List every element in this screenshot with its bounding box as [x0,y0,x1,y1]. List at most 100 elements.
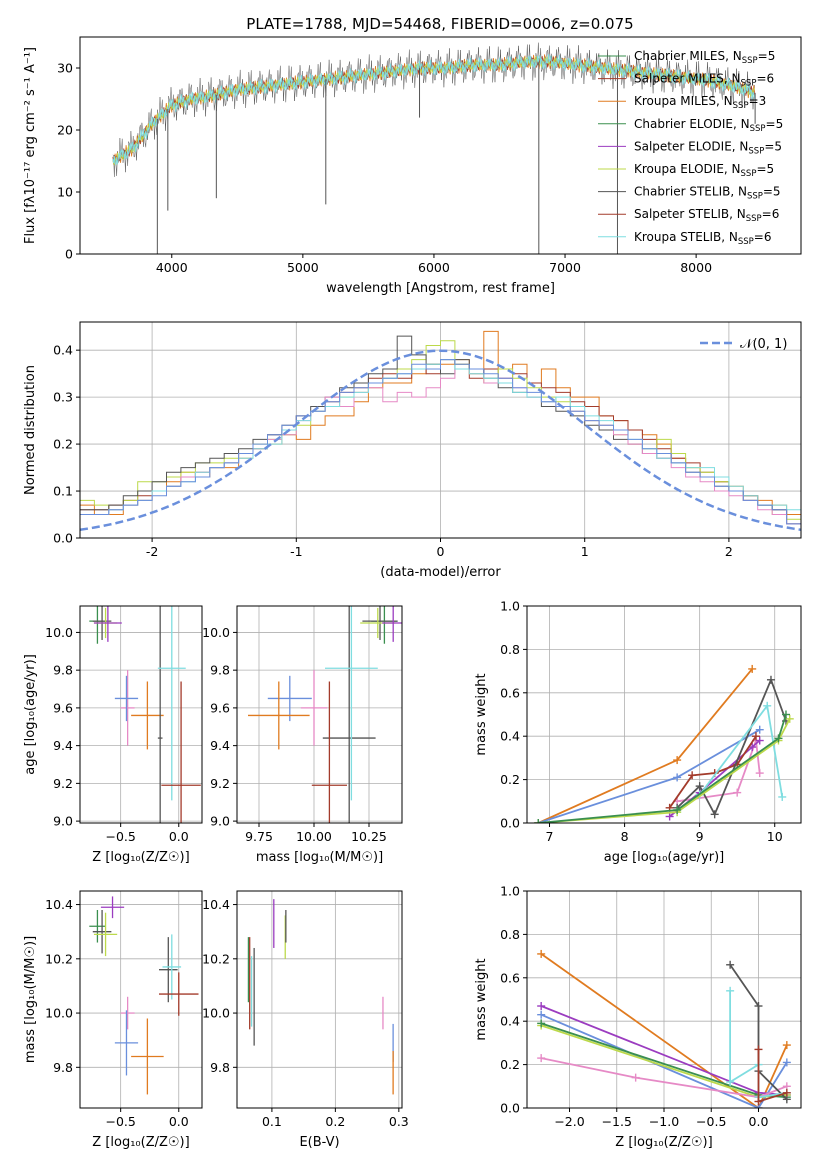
plot-area [89,606,201,823]
y-tick-label: 9.8 [210,1060,230,1075]
y-tick-label: 10 [57,185,73,200]
series-marker [781,710,790,719]
plot-area [89,896,199,1095]
axes-frame [79,890,203,1109]
series-marker [688,771,697,780]
legend-entry: Kroupa ELODIE, NSSP=5 [634,162,774,179]
series-marker [763,701,772,710]
x-tick-label: 9 [696,829,704,844]
series-marker [726,1077,735,1086]
x-tick-label: 0.1 [262,1114,282,1129]
x-tick-label: 8 [621,829,629,844]
panel-residuals: 𝒩(0, 1) -2 -1 0 1 2 0.0 0.1 0.2 0.3 0.4 (data-model… [23,321,802,580]
histogram-series [80,340,801,520]
data-point [131,1018,164,1095]
y-tick-label: 9.4 [210,738,230,753]
data-point [114,675,139,722]
series-marker [537,1010,546,1019]
y-tick-label: 10.2 [45,951,73,966]
series-marker [537,1054,546,1063]
y-tick-label: 0.1 [53,484,73,499]
y-tick-label: 10.2 [202,951,230,966]
y-tick-label: 0.4 [500,1014,520,1029]
data-point [120,996,135,1030]
x-tick-label: 4000 [156,260,188,275]
series-marker [537,949,546,958]
plot-area [248,606,402,823]
series-marker [754,1097,763,1106]
legend-entry: Chabrier MILES, NSSP=5 [634,49,775,66]
y-tick-label: 20 [57,123,73,138]
panel-age_vs_mass: 9.75 10.00 10.25 9.0 9.2 9.4 9.6 9.8 10.0 mass [l… [202,605,403,865]
data-point [100,896,125,919]
legend-entry: Chabrier STELIB, NSSP=5 [634,185,781,202]
series-marker [754,1002,763,1011]
panel-weight_vs_Z: −2.0 −1.5 −1.0 −0.5 0.0 0.0 0.2 0.4 0.6 0.8 1.0 Z [… [474,884,802,1150]
x-tick-label: −2.0 [554,1114,584,1129]
panel-mass_vs_Z: −0.5 0.0 9.8 10.0 10.2 10.4 Z [log₁₀(Z/Z☉)] mas… [23,890,203,1150]
series-marker [673,756,682,765]
x-tick-label: −1.5 [602,1114,632,1129]
series-marker [785,714,794,723]
x-tick-label: −0.5 [105,1114,135,1129]
series-marker [695,782,704,791]
series-marker [782,1041,791,1050]
panel-spectrum: Chabrier MILES, NSSP=5 Salpeter MILES, NS… [23,36,802,296]
legend-entry: Salpeter MILES, NSSP=6 [634,72,774,89]
y-tick-label: 0.2 [500,1057,520,1072]
x-tick-label: 0 [437,544,445,559]
legend-entry: Chabrier ELODIE, NSSP=5 [634,117,783,134]
x-tick-label: 5000 [287,260,319,275]
x-tick-label: 7000 [549,260,581,275]
series-marker [710,810,719,819]
axes-frame [79,605,203,824]
x-tick-label: -1 [290,544,302,559]
series-line [676,703,784,813]
y-tick-label: 9.6 [53,700,73,715]
y-tick-label: 10.0 [202,625,230,640]
data-point [92,606,112,640]
axes-frame [526,605,802,824]
legend-entry: Kroupa MILES, NSSP=3 [634,94,766,111]
y-tick-label: 10.4 [202,897,230,912]
figure-title: PLATE=1788, MJD=54468, FIBERID=0006, z=0… [246,15,633,33]
data-point [325,606,378,801]
y-tick-label: 9.0 [53,814,73,829]
x-tick-label: 0.0 [749,1114,769,1129]
series-marker [751,732,760,741]
y-tick-label: 1.0 [500,884,520,899]
series-marker [782,1088,791,1097]
spectrum-line [112,54,756,165]
series-marker [778,792,787,801]
x-tick-label: 0.0 [169,829,189,844]
series-marker [631,1073,640,1082]
series-marker [726,986,735,995]
panel-age_vs_Z: −0.5 0.0 9.0 9.2 9.4 9.6 9.8 10.0 Z [log₁₀(Z/Z☉)… [23,605,203,865]
y-tick-label: 0.4 [53,343,73,358]
y-axis-label: mass [log₁₀(M/M☉)] [23,936,38,1063]
x-tick-label: −0.5 [105,829,135,844]
series-marker [673,773,682,782]
panel-weight_vs_age: 7 8 9 10 0.0 0.2 0.4 0.6 0.8 1.0 age [log₁₀(age/yr… [474,599,802,865]
y-tick-label: 30 [57,61,73,76]
series-line [538,714,787,823]
x-tick-label: −0.5 [696,1114,726,1129]
series-marker [755,736,764,745]
data-point [157,606,163,823]
x-axis-label: wavelength [Angstrom, rest frame] [326,281,555,296]
x-axis-label: mass [log₁₀(M/M☉)] [256,850,383,865]
x-axis-label: E(B-V) [299,1135,339,1150]
y-tick-label: 1.0 [500,599,520,614]
series-line [541,1057,788,1099]
x-tick-label: 7 [546,829,554,844]
legend-entry: 𝒩(0, 1) [740,337,787,352]
legend: Chabrier MILES, NSSP=5 Salpeter MILES, NS… [598,49,783,247]
x-tick-label: 9.75 [245,829,273,844]
data-point [322,606,376,823]
data-point [267,675,312,722]
x-tick-label: -2 [146,544,158,559]
series-marker [755,725,764,734]
data-point [93,606,122,642]
y-tick-label: 9.2 [53,776,73,791]
